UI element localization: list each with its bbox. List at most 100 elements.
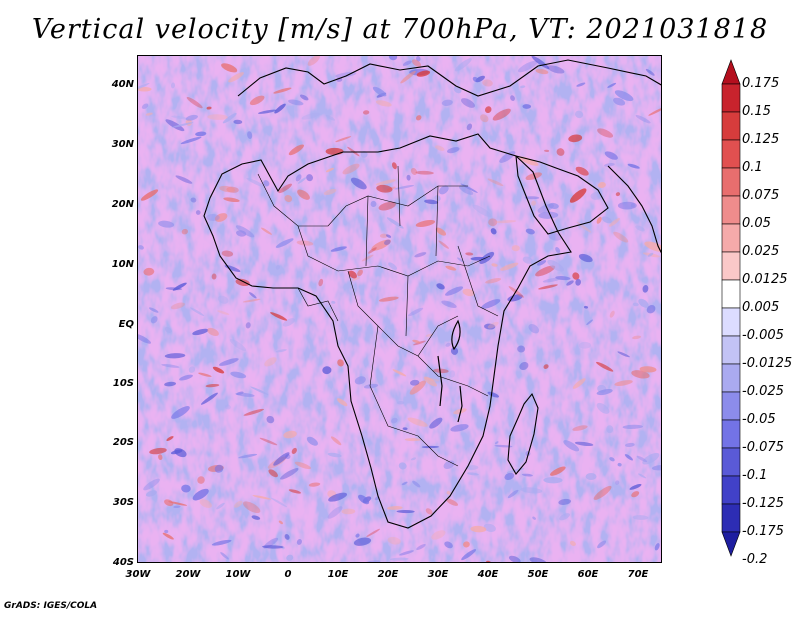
velocity-patch xyxy=(519,361,529,371)
velocity-patch xyxy=(161,363,180,368)
velocity-patch xyxy=(450,347,459,355)
velocity-patch xyxy=(235,278,250,287)
velocity-patch xyxy=(642,452,660,465)
lon-tick-label: 10W xyxy=(225,569,251,580)
colorbar-label: -0.125 xyxy=(742,496,784,511)
velocity-patch xyxy=(606,425,614,434)
velocity-patch xyxy=(494,444,513,448)
velocity-patch xyxy=(172,282,187,291)
velocity-patch xyxy=(399,550,414,556)
velocity-patch xyxy=(404,438,421,442)
lat-tick-label: 30S xyxy=(112,497,134,508)
velocity-patch xyxy=(429,417,443,429)
velocity-patch xyxy=(228,72,244,83)
velocity-patch xyxy=(362,110,370,115)
velocity-patch xyxy=(175,175,193,184)
velocity-patch xyxy=(414,252,427,258)
velocity-patch xyxy=(647,252,654,257)
velocity-patch xyxy=(568,134,583,143)
velocity-patch xyxy=(636,455,648,463)
velocity-patch xyxy=(353,537,372,546)
velocity-patch xyxy=(331,300,336,304)
velocity-patch xyxy=(445,342,451,347)
velocity-patch xyxy=(450,424,469,432)
velocity-patch xyxy=(434,145,445,151)
velocity-patch xyxy=(233,500,243,508)
velocity-patch xyxy=(221,63,238,73)
velocity-patch xyxy=(164,353,186,359)
velocity-patch xyxy=(149,447,167,455)
velocity-patch xyxy=(355,533,360,538)
velocity-patch xyxy=(275,238,294,248)
velocity-patch xyxy=(454,58,472,72)
madagascar-coastline xyxy=(507,392,539,475)
velocity-patch xyxy=(229,339,247,352)
velocity-patch xyxy=(572,378,586,389)
velocity-patch xyxy=(388,56,398,61)
velocity-patch xyxy=(224,404,231,410)
velocity-patch xyxy=(259,437,278,446)
velocity-patch xyxy=(632,515,649,520)
velocity-patch xyxy=(206,213,220,221)
velocity-patch xyxy=(548,202,559,209)
velocity-patch xyxy=(631,491,640,498)
velocity-patch xyxy=(195,210,201,215)
colorbar-swatch xyxy=(721,279,741,309)
velocity-patch xyxy=(243,408,265,416)
velocity-patch xyxy=(392,369,407,377)
velocity-patch xyxy=(368,247,377,254)
colorbar-label: 0.1 xyxy=(742,160,763,175)
velocity-patch xyxy=(572,425,588,431)
velocity-patch xyxy=(490,228,497,235)
velocity-patch xyxy=(337,359,344,367)
velocity-patch xyxy=(590,192,603,200)
velocity-patch xyxy=(487,391,500,398)
velocity-patch xyxy=(364,560,381,562)
velocity-patch xyxy=(555,276,571,281)
velocity-patch xyxy=(274,103,286,114)
velocity-patch xyxy=(291,447,297,455)
colorbar-swatch xyxy=(721,363,741,393)
velocity-patch xyxy=(282,318,295,327)
velocity-patch xyxy=(190,307,205,317)
velocity-patch xyxy=(300,94,309,101)
velocity-patch xyxy=(233,119,243,125)
velocity-patch xyxy=(323,188,337,195)
velocity-patch xyxy=(453,408,467,415)
lon-tick-label: 20E xyxy=(377,569,399,580)
velocity-patch xyxy=(416,56,421,62)
velocity-patch xyxy=(630,203,635,208)
velocity-patch xyxy=(521,473,533,477)
velocity-patch xyxy=(211,273,217,280)
colorbar-swatch xyxy=(721,447,741,477)
velocity-patch xyxy=(441,99,453,106)
colorbar-label: 0.15 xyxy=(742,104,771,119)
velocity-patch xyxy=(639,366,657,373)
velocity-patch xyxy=(648,107,661,116)
velocity-patch xyxy=(585,472,597,481)
colorbar-label: -0.025 xyxy=(742,384,784,399)
colorbar-label: -0.2 xyxy=(742,552,768,567)
velocity-patch xyxy=(520,487,543,494)
velocity-patch xyxy=(195,131,207,137)
velocity-patch xyxy=(288,144,304,156)
lat-tick-label: 10N xyxy=(111,259,134,270)
velocity-patch xyxy=(412,480,421,488)
colorbar-swatch xyxy=(721,531,741,557)
velocity-patch xyxy=(525,228,535,235)
velocity-patch xyxy=(458,185,474,195)
velocity-patch xyxy=(472,204,492,218)
colorbar-label: 0.125 xyxy=(742,132,780,147)
country-borders xyxy=(257,165,499,467)
velocity-patch xyxy=(278,183,292,194)
velocity-patch xyxy=(617,462,622,467)
lon-tick-label: 30W xyxy=(125,569,151,580)
velocity-patch xyxy=(378,296,399,302)
velocity-patch xyxy=(336,398,348,407)
velocity-patch xyxy=(555,247,561,253)
velocity-patch xyxy=(596,388,613,396)
velocity-patch xyxy=(386,217,404,229)
velocity-patch xyxy=(251,515,261,520)
velocity-patch xyxy=(185,114,198,121)
velocity-patch xyxy=(407,417,428,427)
